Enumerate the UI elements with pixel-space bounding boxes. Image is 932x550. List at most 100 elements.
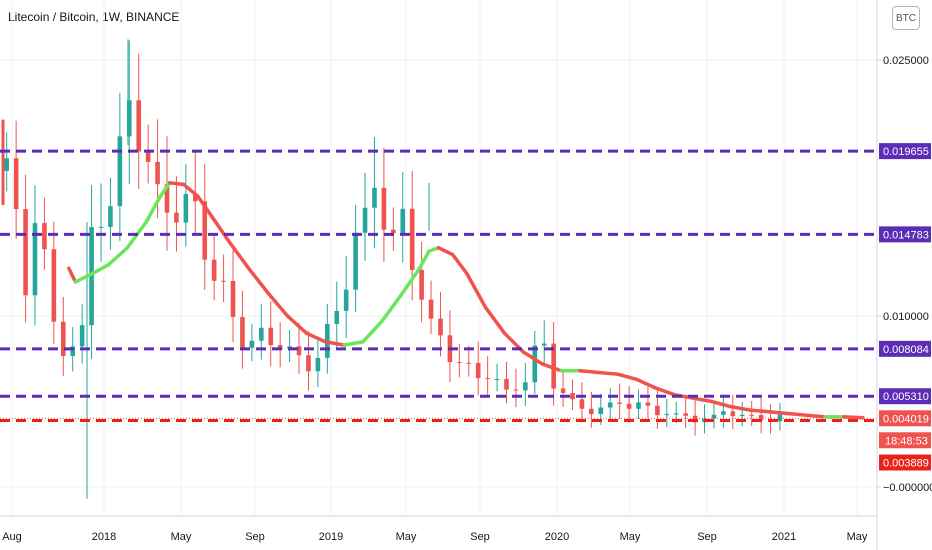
candle-body [541, 343, 547, 346]
y-tick-label: 0.010000 [883, 311, 929, 323]
candle-body [296, 346, 302, 356]
candle-body [570, 392, 575, 400]
ma-segment [436, 245, 455, 257]
ma-segment [417, 249, 431, 271]
level-tag-label: 0.014783 [883, 229, 929, 241]
candle-body [117, 136, 123, 207]
candle-body [240, 317, 245, 348]
candle-body [23, 209, 28, 296]
x-tick-label: Aug [2, 531, 22, 543]
level-tag-label: 0.019655 [883, 146, 929, 158]
candle-body [673, 413, 679, 415]
candle-body [353, 232, 358, 290]
ma-segment [285, 314, 309, 335]
candle-body [523, 382, 528, 391]
y-tick-label: 0.025000 [883, 55, 929, 67]
level-tag-label: 0.005310 [883, 391, 929, 403]
candle-body [202, 201, 208, 260]
x-tick-label: May [620, 531, 641, 543]
candle-body [79, 325, 85, 347]
ma-segment [710, 399, 733, 409]
candle-body [211, 259, 217, 281]
candle-body [560, 388, 566, 393]
candle-body [598, 407, 604, 415]
countdown-tag [879, 432, 931, 449]
candle-body [372, 187, 377, 208]
candle-body [749, 414, 754, 416]
ma-segment [210, 215, 233, 247]
candle-body [381, 187, 387, 230]
ma-segment [578, 369, 601, 375]
x-tick-label: 2020 [545, 531, 569, 543]
candle-body [343, 289, 349, 311]
candle-body [174, 212, 179, 223]
ma-segment [196, 194, 214, 219]
candle-body [268, 327, 274, 346]
candle-body [466, 362, 472, 364]
level-tag [879, 226, 931, 243]
candles [1, 39, 783, 499]
candle-body [391, 229, 396, 234]
ma-segment [167, 181, 186, 187]
currency-button[interactable]: BTC [892, 6, 920, 30]
ma-segment [766, 410, 790, 416]
ma-segment [158, 181, 172, 199]
candle-body [739, 414, 745, 417]
candle-body [334, 310, 340, 324]
level-tag [879, 340, 931, 357]
level-tag [879, 388, 931, 405]
ma-segment [842, 415, 865, 420]
candle-body [249, 340, 255, 348]
candle-body [475, 362, 481, 379]
ma-segment [465, 271, 488, 310]
candle-body [532, 345, 538, 383]
candle-body [89, 227, 94, 326]
x-tick-label: May [847, 531, 868, 543]
candle-body [409, 208, 415, 270]
ma-segment [229, 242, 252, 272]
candle-body [13, 158, 19, 210]
ma-segment [266, 292, 290, 318]
ma-segment [634, 377, 658, 390]
candle-body [655, 405, 660, 416]
candle-body [721, 411, 726, 415]
y-tick-label: −0.000000 [883, 482, 932, 494]
horizontal-levels: 0.019655 0.014783 0.008084 0.005310 0.004019… [0, 143, 931, 471]
candle-body [400, 208, 406, 234]
ma-segment [87, 263, 111, 277]
x-tick-label: Sep [470, 531, 490, 543]
ma-segment [540, 362, 563, 373]
candle-body [683, 413, 688, 416]
grid [0, 0, 877, 516]
candle-body [306, 355, 311, 372]
x-tick-label: 2019 [319, 531, 343, 543]
candle-body [183, 193, 189, 223]
candle-body [645, 402, 651, 406]
candle-body [164, 184, 170, 213]
ma-segment [380, 293, 403, 323]
candle-body [259, 327, 264, 341]
ma-segment [323, 339, 346, 347]
ma-segment [450, 252, 469, 276]
ma-segment [597, 370, 620, 376]
current-price-tag [879, 410, 931, 427]
level-tag [879, 143, 931, 160]
candle-body [221, 280, 226, 282]
candle-body [485, 378, 490, 380]
candle-body [711, 414, 717, 419]
candle-body [504, 378, 509, 390]
candle-body [4, 158, 9, 171]
x-tick-label: 2021 [772, 531, 796, 543]
ma-segment [248, 268, 271, 296]
x-tick-label: Sep [245, 531, 265, 543]
candle-body [758, 415, 764, 420]
candle-body [438, 318, 443, 336]
candle-body [664, 413, 670, 416]
level-tag [879, 454, 931, 471]
ma-segment [342, 339, 365, 347]
ma-segment [304, 331, 328, 344]
candle-body [457, 362, 462, 364]
candle-body [70, 346, 76, 356]
ma-segment [483, 305, 507, 335]
